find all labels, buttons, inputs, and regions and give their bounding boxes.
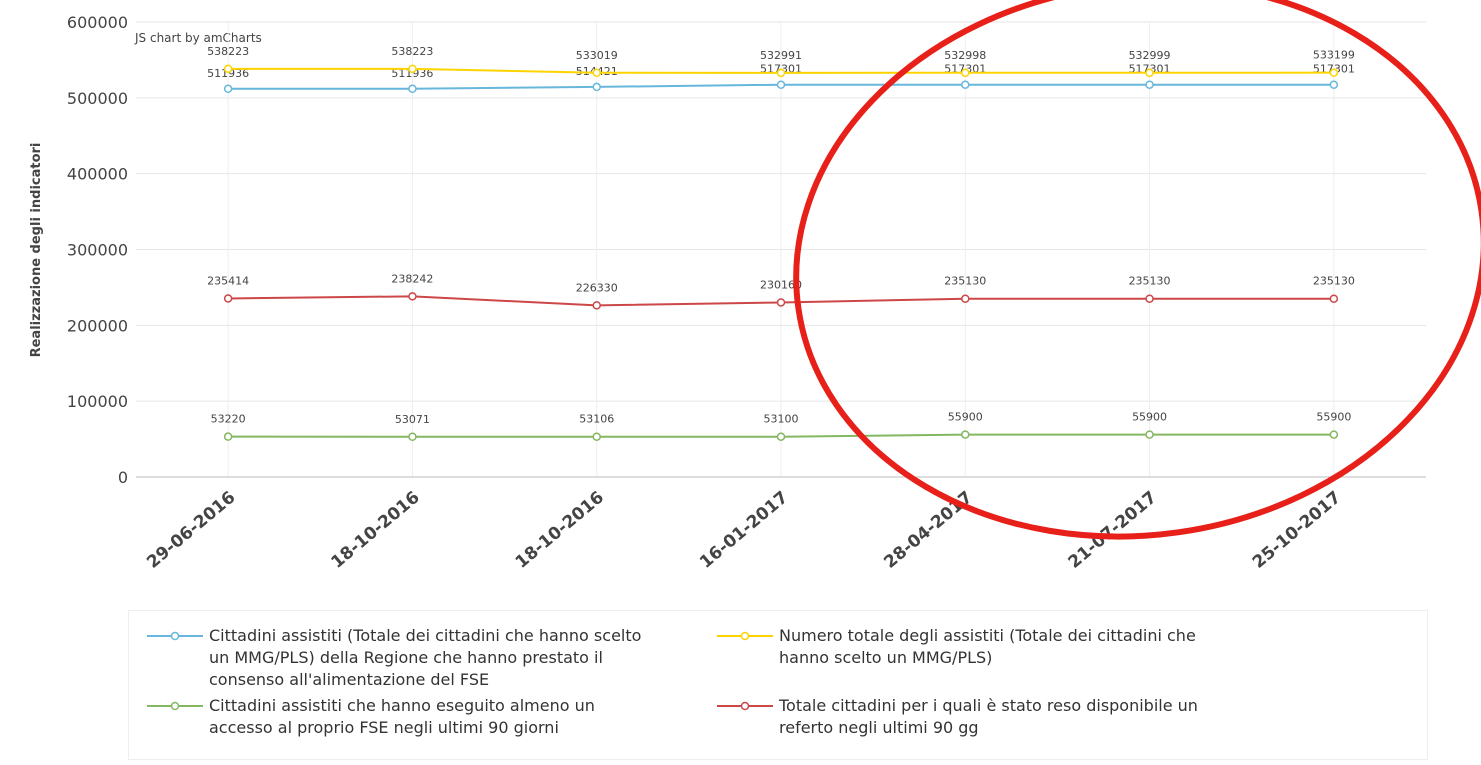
data-point <box>408 432 417 442</box>
y-tick-label: 0 <box>118 468 128 487</box>
data-point <box>408 84 417 94</box>
data-point <box>1329 430 1339 439</box>
y-axis-label: Realizzazione degli indicatori <box>29 143 44 358</box>
legend-label: Totale cittadini per i quali è stato res… <box>779 696 1198 737</box>
data-label: 511936 <box>207 67 249 80</box>
data-point <box>223 84 233 94</box>
data-label: 538223 <box>207 45 249 58</box>
data-point <box>223 64 233 74</box>
data-label: 532991 <box>760 49 802 62</box>
legend-item: Cittadini assistiti (Totale dei cittadin… <box>129 625 649 691</box>
data-point <box>776 80 786 89</box>
data-point <box>223 432 233 441</box>
data-point <box>1145 68 1154 78</box>
data-point <box>1329 68 1339 77</box>
legend-label: Numero totale degli assistiti (Totale de… <box>779 626 1196 667</box>
legend-marker <box>147 631 203 641</box>
data-label: 235130 <box>944 275 986 288</box>
y-tick-label: 100000 <box>67 392 128 411</box>
legend-dot <box>740 631 750 641</box>
data-point <box>592 82 601 92</box>
data-point <box>1329 80 1339 89</box>
data-label: 226330 <box>576 281 618 294</box>
data-point <box>1145 430 1154 439</box>
legend-dot <box>170 701 180 711</box>
data-point <box>1145 80 1154 89</box>
legend-label: Cittadini assistiti (Totale dei cittadin… <box>209 626 642 689</box>
data-point <box>223 294 233 303</box>
legend-item: Cittadini assistiti che hanno eseguito a… <box>129 695 649 739</box>
data-point <box>592 432 601 441</box>
x-tick-label: 18-10-2016 <box>512 488 608 573</box>
x-tick-label: 29-06-2016 <box>143 488 239 573</box>
legend-item: Numero totale degli assistiti (Totale de… <box>699 625 1219 669</box>
data-point <box>592 68 601 78</box>
data-point <box>776 68 786 78</box>
data-point <box>961 80 970 89</box>
data-point <box>776 298 786 307</box>
data-label: 55900 <box>1132 411 1167 424</box>
legend: Cittadini assistiti (Totale dei cittadin… <box>128 610 1428 760</box>
x-tick-label: 16-01-2017 <box>696 488 792 573</box>
legend-marker <box>717 631 773 641</box>
data-point <box>592 301 601 310</box>
data-label: 53100 <box>764 413 799 426</box>
data-label: 532999 <box>1129 49 1171 62</box>
data-label: 235130 <box>1129 275 1171 288</box>
x-tick-label: 25-10-2017 <box>1249 488 1345 573</box>
data-point <box>1145 294 1154 303</box>
data-label: 538223 <box>391 45 433 58</box>
x-tick-label: 18-10-2016 <box>327 488 423 573</box>
data-point <box>961 430 970 439</box>
data-point <box>408 292 417 301</box>
y-tick-label: 600000 <box>67 13 128 32</box>
legend-marker <box>717 701 773 711</box>
data-point <box>961 294 970 303</box>
x-tick-label: 28-04-2017 <box>880 488 976 573</box>
legend-item: Totale cittadini per i quali è stato res… <box>699 695 1219 739</box>
data-label: 55900 <box>948 411 983 424</box>
data-label: 238242 <box>391 272 433 285</box>
data-label: 235414 <box>207 274 249 287</box>
legend-marker <box>147 701 203 711</box>
legend-dot <box>740 701 750 711</box>
data-point <box>961 68 970 78</box>
data-label: 53106 <box>579 413 614 426</box>
data-label: 230160 <box>760 278 802 291</box>
data-label: 53071 <box>395 413 430 426</box>
data-point <box>776 432 786 441</box>
data-label: 532998 <box>944 49 986 62</box>
legend-label: Cittadini assistiti che hanno eseguito a… <box>209 696 595 737</box>
y-tick-label: 500000 <box>67 89 128 108</box>
data-label: 235130 <box>1313 275 1355 288</box>
data-label: 53220 <box>211 413 246 426</box>
y-tick-label: 400000 <box>67 165 128 184</box>
data-point <box>1329 294 1339 303</box>
credit: JS chart by amCharts <box>134 31 262 45</box>
data-label: 55900 <box>1316 411 1351 424</box>
data-label: 533019 <box>576 49 618 62</box>
data-label: 533199 <box>1313 49 1355 62</box>
data-point <box>408 64 417 74</box>
y-tick-label: 300000 <box>67 241 128 260</box>
chart: JS chart by amCharts Realizzazione degli… <box>29 13 1426 573</box>
y-tick-label: 200000 <box>67 316 128 335</box>
legend-dot <box>170 631 180 641</box>
x-tick-label: 21-07-2017 <box>1065 488 1161 573</box>
